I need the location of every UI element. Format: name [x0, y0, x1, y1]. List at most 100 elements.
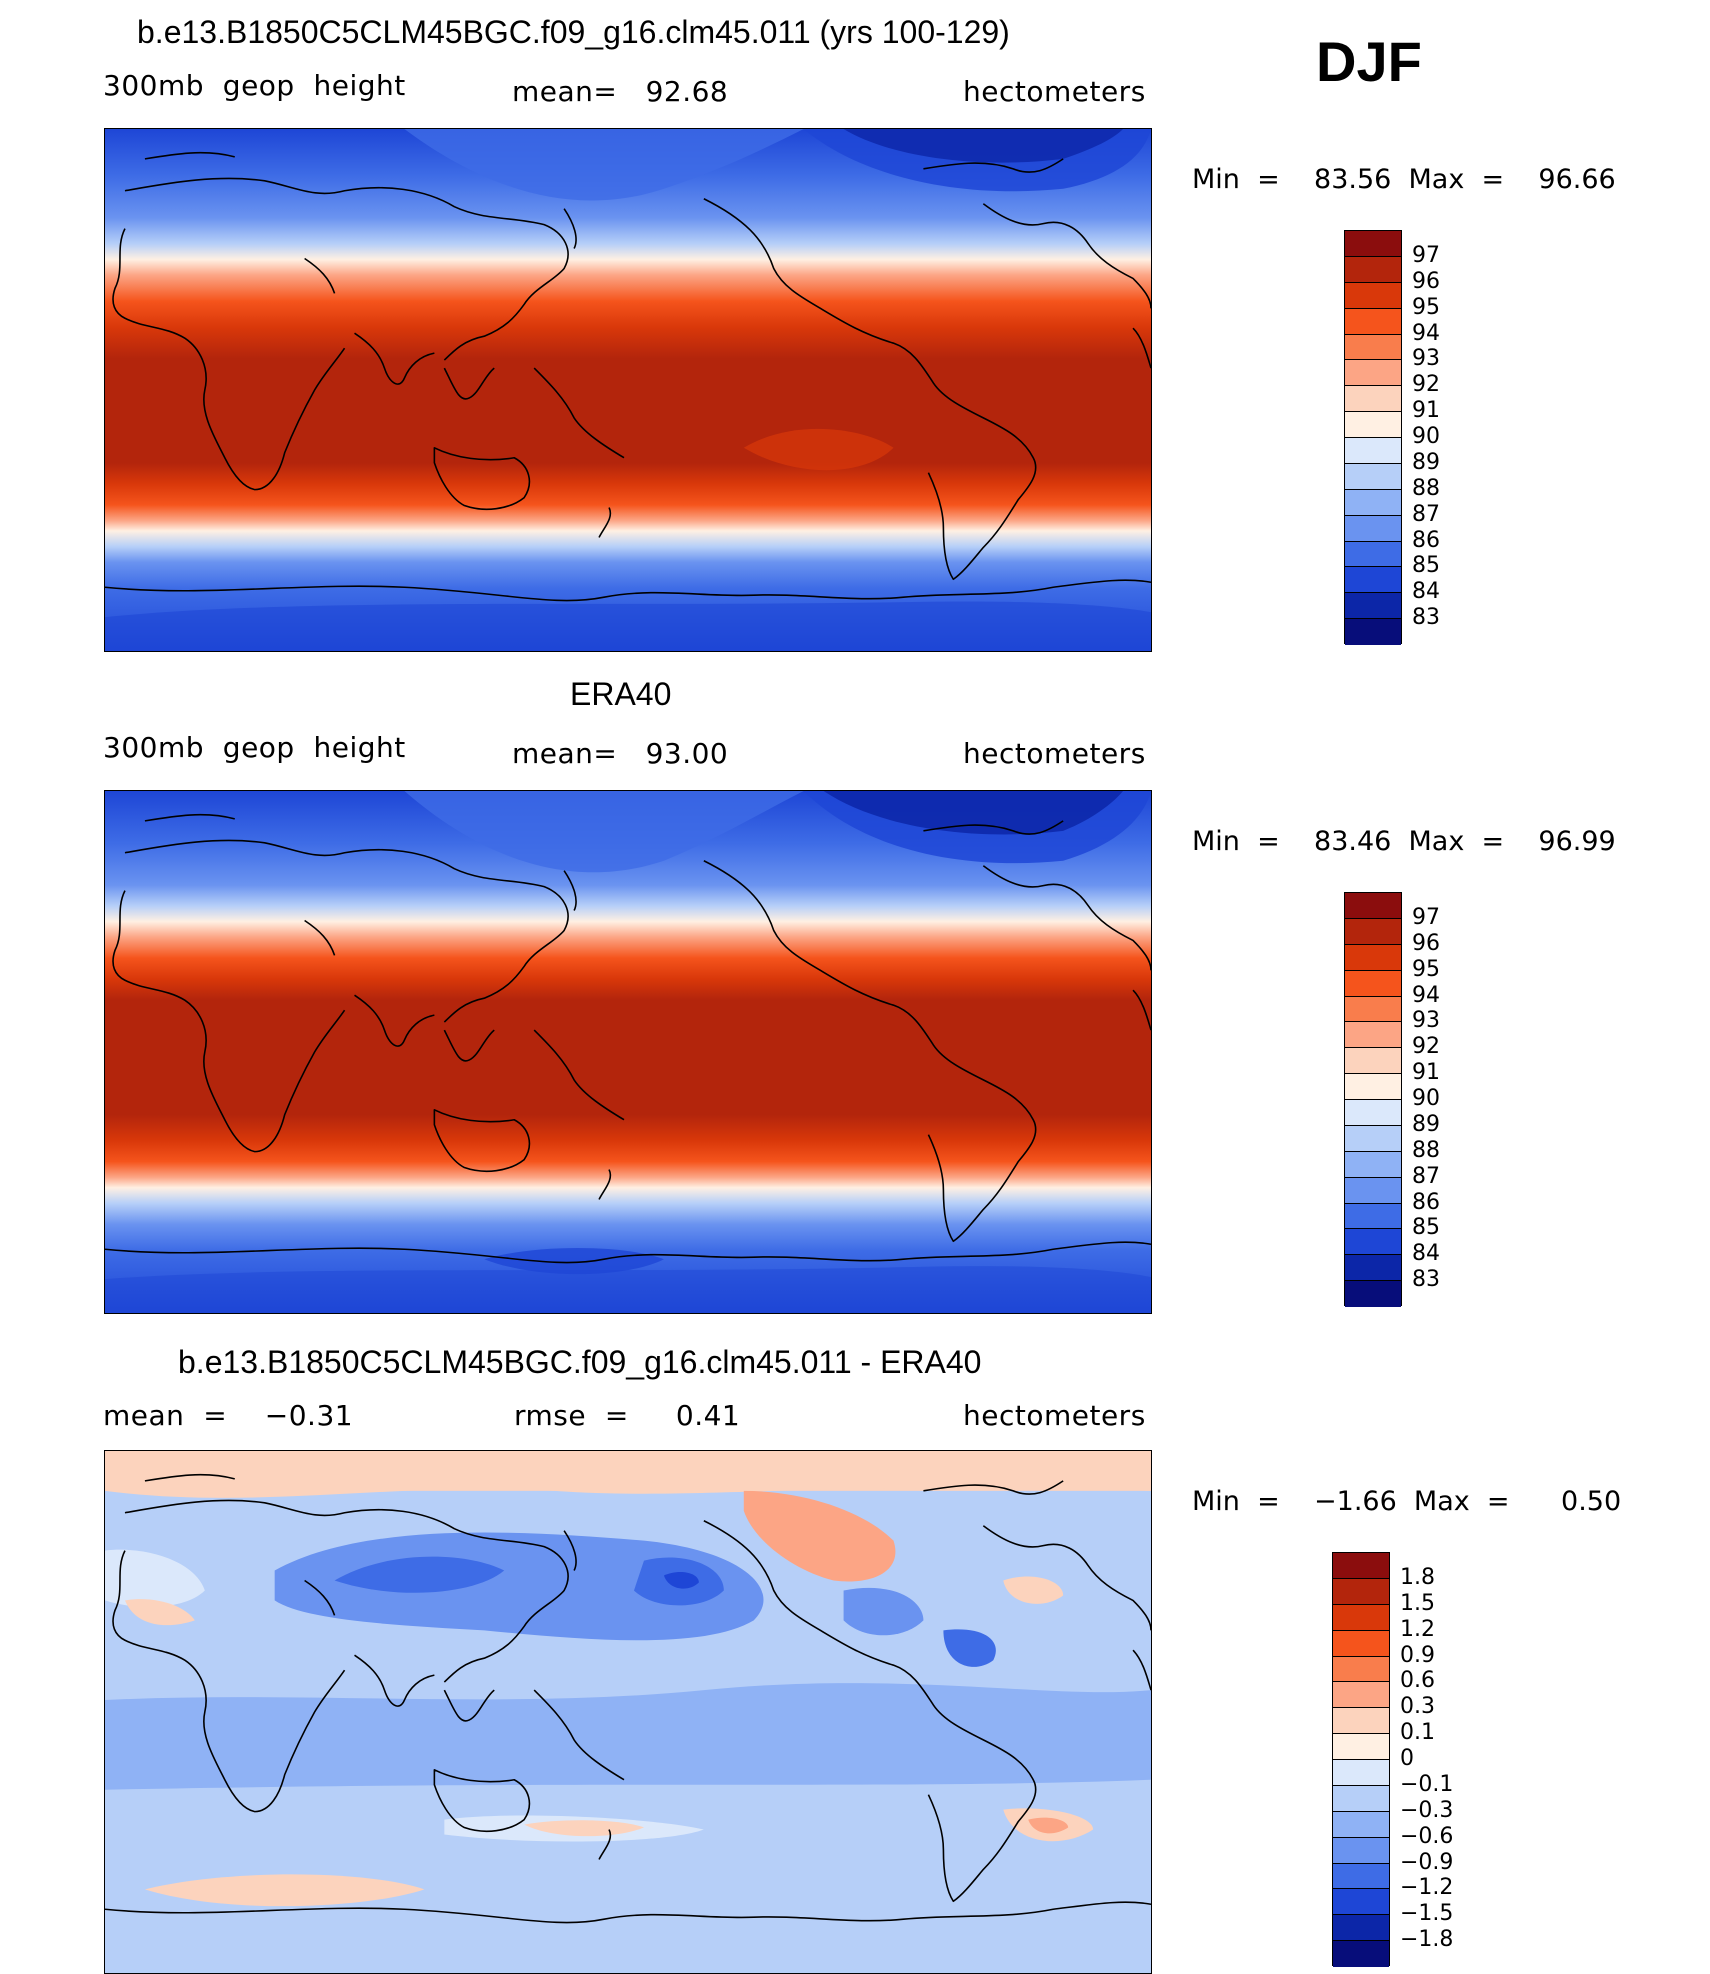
colorbar-swatch	[1345, 334, 1401, 361]
colorbar-swatch	[1333, 1941, 1389, 1967]
colorbar-level-label: 93	[1412, 346, 1440, 372]
colorbar-level-label: 84	[1412, 1241, 1440, 1267]
colorbar-swatch	[1345, 1255, 1401, 1282]
colorbar-swatch	[1333, 1889, 1389, 1916]
panel-units-label-diff: hectometers	[963, 1399, 1146, 1432]
colorbar-level-label: 0.6	[1400, 1668, 1435, 1694]
colorbar-level-label: 90	[1412, 1086, 1440, 1111]
field-plot-diff	[105, 1451, 1151, 1973]
panel-title-diff: b.e13.B1850C5CLM45BGC.f09_g16.clm45.011 …	[178, 1344, 982, 1380]
colorbar-level-label: 86	[1412, 527, 1440, 553]
colorbar-swatch	[1345, 1022, 1401, 1049]
colorbar-swatch	[1333, 1915, 1389, 1942]
panel-mean-label-diff: mean = −0.31	[103, 1399, 354, 1432]
colorbar-diff: 1.8 1.5 1.2 0.9 0.6 0.3 0.1 0 −0.1 −0.3 −0.6 −0.9 −1…	[1332, 1552, 1502, 1967]
colorbar-level-label: 1.8	[1400, 1564, 1435, 1590]
colorbar-swatch	[1345, 1048, 1401, 1075]
colorbar-swatch	[1345, 1203, 1401, 1230]
panel-minmax-diff: Min = −1.66 Max = 0.50	[1192, 1486, 1622, 1517]
colorbar-swatch	[1345, 515, 1401, 542]
colorbar-swatch	[1345, 438, 1401, 464]
colorbar-level-label: 1.5	[1400, 1590, 1435, 1616]
colorbar-swatch	[1345, 619, 1401, 645]
colorbar-level-label: 95	[1412, 294, 1440, 320]
colorbar-obs: 97 96 95 94 93 92 91 90 89 88 87 86 85 84 83	[1344, 892, 1494, 1307]
colorbar-swatch	[1333, 1604, 1389, 1631]
colorbar-level-label: 88	[1412, 475, 1440, 501]
panel-rmse-label-diff: rmse = 0.41	[514, 1399, 741, 1432]
colorbar-level-label: 0.1	[1400, 1720, 1435, 1746]
colorbar-swatch	[1333, 1656, 1389, 1683]
colorbar-swatch	[1345, 1074, 1401, 1100]
colorbar-swatch	[1345, 918, 1401, 945]
colorbar-swatch	[1345, 231, 1401, 257]
panel-minmax-model: Min = 83.56 Max = 96.66	[1192, 164, 1616, 195]
colorbar-level-label: 88	[1412, 1137, 1440, 1163]
colorbar-swatch	[1333, 1630, 1389, 1657]
colorbar-swatch	[1333, 1708, 1389, 1735]
colorbar-swatch	[1333, 1785, 1389, 1812]
colorbar-level-label: −1.5	[1400, 1901, 1454, 1927]
panel-left-label-obs: 300mb geop height	[103, 731, 406, 764]
colorbar-swatch	[1345, 360, 1401, 387]
colorbar-level-label: 93	[1412, 1008, 1440, 1034]
colorbar-swatch	[1345, 1151, 1401, 1178]
colorbar-swatch	[1333, 1553, 1389, 1579]
colorbar-level-label: 94	[1412, 982, 1440, 1008]
colorbar-level-label: 92	[1412, 372, 1440, 398]
colorbar-level-label: 87	[1412, 1163, 1440, 1189]
colorbar-level-label: 96	[1412, 268, 1440, 294]
colorbar-level-label: −1.8	[1400, 1927, 1454, 1953]
panel-units-label-obs: hectometers	[963, 737, 1146, 770]
colorbar-level-label: 89	[1412, 449, 1440, 475]
colorbar-swatch	[1345, 489, 1401, 516]
colorbar-swatch	[1345, 541, 1401, 568]
map-model-geopotential	[104, 128, 1152, 652]
panel-mean-label-obs: mean= 93.00	[512, 737, 729, 770]
colorbar-swatch	[1345, 463, 1401, 490]
colorbar-level-label: 92	[1412, 1034, 1440, 1060]
colorbar-level-label: −0.6	[1400, 1823, 1454, 1849]
colorbar-swatch	[1345, 1125, 1401, 1152]
colorbar-level-label: −0.9	[1400, 1849, 1454, 1875]
colorbar-swatch	[1333, 1760, 1389, 1786]
colorbar-level-label: −1.2	[1400, 1875, 1454, 1901]
colorbar-swatch	[1345, 593, 1401, 620]
colorbar-swatch	[1333, 1578, 1389, 1605]
field-plot-model	[105, 129, 1151, 651]
colorbar-level-label: 95	[1412, 956, 1440, 982]
colorbar-level-label: 91	[1412, 1060, 1440, 1086]
colorbar-swatch	[1345, 386, 1401, 413]
panel-title-obs: ERA40	[570, 676, 672, 712]
colorbar-swatch	[1345, 412, 1401, 438]
colorbar-diff-box	[1332, 1552, 1390, 1967]
colorbar-level-label: −0.3	[1400, 1797, 1454, 1823]
colorbar-level-label: 0.9	[1400, 1642, 1435, 1668]
colorbar-level-label: 84	[1412, 579, 1440, 605]
colorbar-level-label: 89	[1412, 1111, 1440, 1137]
colorbar-swatch	[1345, 970, 1401, 997]
colorbar-swatch	[1345, 1177, 1401, 1204]
colorbar-obs-box	[1344, 892, 1402, 1307]
colorbar-swatch	[1345, 996, 1401, 1023]
colorbar-level-label: 85	[1412, 1215, 1440, 1241]
colorbar-swatch	[1345, 282, 1401, 309]
colorbar-swatch	[1345, 944, 1401, 971]
colorbar-level-label: 87	[1412, 501, 1440, 527]
colorbar-level-label: 90	[1412, 424, 1440, 449]
map-diff-geopotential	[104, 1450, 1152, 1974]
colorbar-swatch	[1333, 1811, 1389, 1838]
colorbar-level-label: 0.3	[1400, 1694, 1435, 1720]
colorbar-swatch	[1333, 1863, 1389, 1890]
panel-left-label-model: 300mb geop height	[103, 69, 406, 102]
colorbar-level-label: 97	[1412, 904, 1440, 930]
colorbar-model-box	[1344, 230, 1402, 645]
panel-mean-label-model: mean= 92.68	[512, 75, 729, 108]
colorbar-level-label: 96	[1412, 930, 1440, 956]
colorbar-level-label: 94	[1412, 320, 1440, 346]
colorbar-swatch	[1333, 1682, 1389, 1709]
panel-units-label-model: hectometers	[963, 75, 1146, 108]
colorbar-swatch	[1345, 893, 1401, 919]
panel-title-model: b.e13.B1850C5CLM45BGC.f09_g16.clm45.011 …	[137, 14, 1010, 50]
colorbar-level-label: 91	[1412, 398, 1440, 424]
